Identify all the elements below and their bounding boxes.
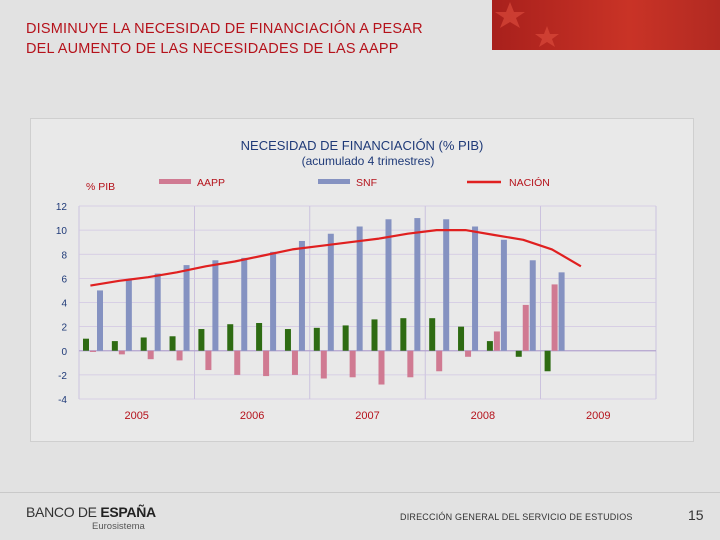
bar-aapp <box>90 350 96 352</box>
bar-aapp <box>176 350 183 361</box>
x-tick-label-year: 2005 <box>124 410 148 422</box>
star-icon <box>535 26 559 47</box>
bar-hogares <box>400 318 407 351</box>
bar-snf <box>270 251 277 351</box>
slide-title-line-1: DISMINUYE LA NECESIDAD DE FINANCIACIÓN A… <box>26 21 423 37</box>
bar-snf <box>212 260 219 351</box>
bar-snf <box>327 233 334 351</box>
bar-hogares <box>198 329 205 351</box>
bar-snf <box>125 279 132 351</box>
slide-title: DISMINUYE LA NECESIDAD DE FINANCIACIÓN A… <box>26 19 486 59</box>
bar-snf <box>154 273 161 351</box>
bar-snf <box>558 272 565 351</box>
y-tick-label: 6 <box>61 274 67 285</box>
chart-svg: NECESIDAD DE FINANCIACIÓN (% PIB)(acumul… <box>56 138 657 422</box>
x-tick-label-year: 2008 <box>471 410 495 422</box>
bar-hogares <box>83 338 89 351</box>
star-icon <box>495 2 525 28</box>
legend-label: AAPP <box>197 177 225 189</box>
bar-hogares <box>256 323 263 351</box>
y-tick-label: 8 <box>61 250 67 261</box>
logo-subtitle: Eurosistema <box>92 521 145 532</box>
bar-aapp <box>551 284 558 351</box>
bar-hogares <box>169 336 176 351</box>
y-tick-label: -4 <box>58 395 67 406</box>
bar-snf <box>472 226 479 351</box>
chart-panel: NECESIDAD DE FINANCIACIÓN (% PIB) (acumul… <box>30 118 694 442</box>
x-tick-label-year: 2007 <box>355 410 379 422</box>
bar-hogares <box>458 326 465 351</box>
bar-aapp <box>465 350 472 357</box>
y-tick-label: 2 <box>61 323 67 334</box>
bar-snf <box>183 265 190 351</box>
y-tick-label: 0 <box>61 347 67 358</box>
bar-hogares <box>140 337 147 351</box>
bar-snf <box>500 239 507 351</box>
chart-title: NECESIDAD DE FINANCIACIÓN (% PIB) <box>241 138 484 153</box>
chart-subtitle: (acumulado 4 trimestres) <box>302 154 435 168</box>
y-tick-label: -2 <box>58 371 67 382</box>
bar-snf <box>241 257 248 351</box>
bar-snf <box>529 260 536 351</box>
bar-aapp <box>407 350 414 378</box>
bar-snf <box>385 219 392 351</box>
footer-divider <box>0 492 720 493</box>
legend-label: NACIÓN <box>509 176 550 189</box>
slide-title-line-2: DEL AUMENTO DE LAS NECESIDADES DE LAS AA… <box>26 41 399 57</box>
star-pattern <box>495 2 559 47</box>
bar-snf <box>298 240 305 351</box>
legend-label: SNF <box>356 177 377 189</box>
bar-hogares <box>313 327 320 351</box>
bar-aapp <box>378 350 385 385</box>
bar-hogares <box>515 350 522 357</box>
bar-hogares <box>544 350 551 372</box>
bar-hogares <box>486 341 493 351</box>
y-tick-label: 12 <box>56 202 68 213</box>
y-axis-unit-label: % PIB <box>86 181 115 193</box>
bar-hogares <box>284 329 291 351</box>
page-number: 15 <box>688 507 704 523</box>
bar-aapp <box>205 350 212 371</box>
bar-aapp <box>320 350 327 379</box>
bar-aapp <box>349 350 356 378</box>
x-tick-label-year: 2009 <box>586 410 610 422</box>
bar-aapp <box>234 350 241 375</box>
footer-text: DIRECCIÓN GENERAL DEL SERVICIO DE ESTUDI… <box>400 512 633 522</box>
y-tick-label: 4 <box>61 299 67 310</box>
bar-hogares <box>227 324 234 351</box>
bar-aapp <box>493 331 500 351</box>
decorative-banner <box>492 0 720 50</box>
bar-hogares <box>342 325 349 351</box>
legend-swatch-aapp <box>159 179 191 184</box>
bar-aapp <box>147 350 154 360</box>
bar-snf <box>414 218 421 351</box>
bar-aapp <box>118 350 125 355</box>
bar-aapp <box>436 350 443 372</box>
y-tick-label: 10 <box>56 226 68 237</box>
bar-aapp <box>291 350 298 375</box>
bank-logo: BANCO DE ESPAÑA <box>26 504 156 520</box>
logo-text-2: ESPAÑA <box>100 504 156 520</box>
bar-hogares <box>371 319 378 351</box>
bar-snf <box>97 290 103 351</box>
bar-hogares <box>429 318 436 351</box>
logo-text-1: BANCO DE <box>26 504 101 520</box>
bar-hogares <box>111 341 118 351</box>
bar-snf <box>443 219 450 351</box>
series-line-nacion <box>90 228 582 287</box>
bar-snf <box>356 226 363 351</box>
legend-swatch-snf <box>318 179 350 184</box>
x-tick-label-year: 2006 <box>240 410 264 422</box>
bar-aapp <box>263 350 270 377</box>
bar-aapp <box>522 304 529 351</box>
